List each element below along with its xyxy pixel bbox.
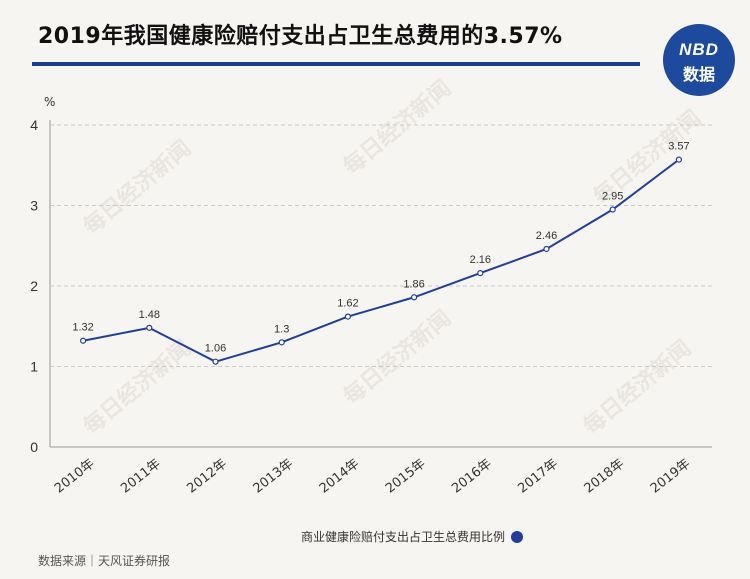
data-label: 1.62: [337, 298, 358, 310]
x-tick-label: 2015年: [383, 456, 429, 496]
y-tick-label: 3: [30, 198, 38, 214]
data-label: 2.46: [536, 230, 557, 242]
data-point: [146, 324, 153, 331]
data-point: [477, 270, 484, 277]
x-tick-label: 2012年: [184, 456, 230, 496]
data-label: 2.16: [470, 254, 491, 266]
y-axis-unit: %: [44, 95, 55, 109]
data-label: 1.32: [72, 322, 93, 334]
x-tick-label: 2016年: [449, 456, 495, 496]
data-point: [543, 245, 550, 253]
data-point: [278, 339, 285, 346]
x-tick-label: 2018年: [582, 456, 628, 496]
data-point: [212, 358, 219, 365]
x-tick-label: 2014年: [317, 456, 363, 496]
data-label: 2.95: [602, 191, 623, 203]
x-tick-label: 2010年: [52, 456, 98, 496]
y-tick-label: 0: [30, 439, 38, 455]
data-label: 1.86: [403, 278, 424, 290]
title-underline: [32, 62, 640, 66]
data-point: [609, 206, 616, 213]
data-label: 1.06: [205, 343, 226, 355]
y-tick-label: 1: [30, 359, 38, 375]
chart-title: 2019年我国健康险赔付支出占卫生总费用的3.57%: [38, 24, 563, 49]
x-tick-label: 2013年: [251, 456, 297, 496]
x-tick-label: 2011年: [118, 456, 164, 496]
logo-nbd-text: NBD: [679, 40, 719, 59]
data-point: [79, 337, 87, 344]
nbd-logo: NBD 数据: [663, 24, 735, 96]
x-tick-label: 2019年: [648, 456, 694, 496]
data-source: 数据来源｜天风证券研报: [38, 554, 171, 568]
series-line: [82, 158, 680, 363]
data-label: 1.3: [274, 323, 289, 335]
logo-data-text: 数据: [682, 67, 715, 84]
data-point: [344, 313, 351, 320]
data-point: [675, 156, 683, 163]
data-label: 1.48: [139, 309, 160, 321]
x-tick-label: 2017年: [515, 456, 561, 496]
y-tick-label: 2: [30, 278, 38, 294]
data-point: [411, 294, 418, 301]
legend-label: 商业健康险赔付支出占卫生总费用比例: [301, 529, 505, 544]
legend-marker: [511, 531, 523, 543]
y-tick-label: 4: [30, 117, 38, 133]
data-label: 3.57: [668, 141, 689, 153]
